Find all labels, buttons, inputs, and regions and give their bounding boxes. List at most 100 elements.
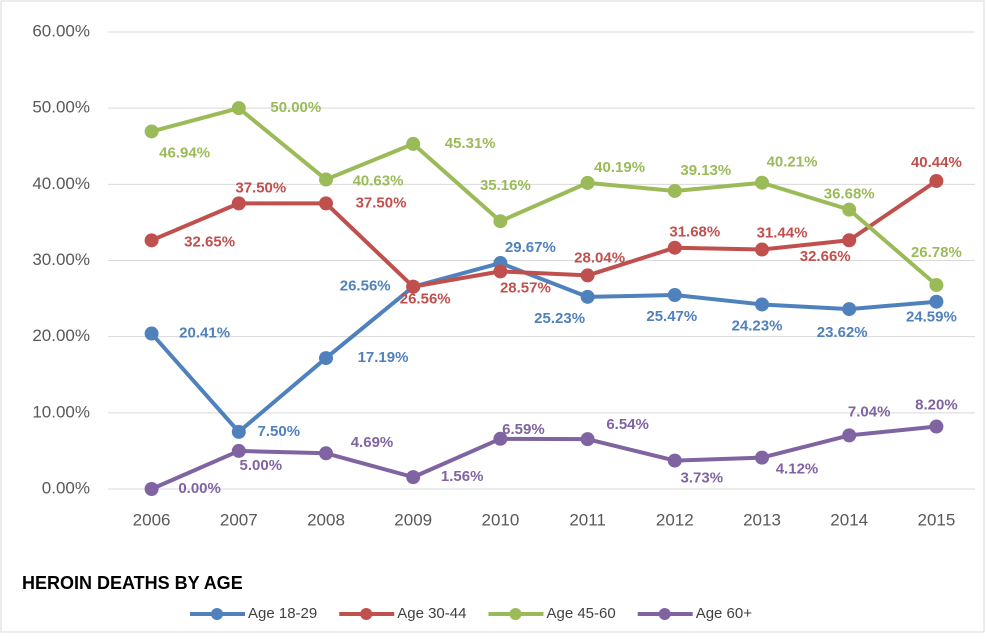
x-tick-label: 2006 [133,510,171,529]
data-label: 32.66% [800,248,851,265]
data-point [580,289,595,304]
data-point [755,175,769,190]
data-point [929,278,944,293]
data-point [842,428,857,443]
data-label: 28.57% [500,279,551,296]
x-tick-label: 2010 [481,510,519,529]
data-label: 7.50% [258,423,301,440]
data-label: 32.65% [184,233,235,250]
data-point [319,196,333,211]
legend-marker [509,608,522,620]
x-tick-label: 2012 [656,510,694,529]
data-point [580,432,595,447]
data-label: 40.21% [767,154,818,171]
series-line [150,179,938,289]
x-tick-label: 2007 [220,510,258,529]
chart-title: HEROIN DEATHS BY AGE [22,573,243,593]
data-label: 3.73% [681,470,724,487]
data-point [231,443,246,458]
data-point [406,136,421,151]
data-point [755,450,769,465]
data-label: 35.16% [480,177,531,194]
data-point [929,173,944,188]
data-label: 26.56% [400,291,451,308]
legend-marker [211,608,223,620]
data-label: 37.50% [235,179,286,196]
data-label: 40.19% [594,159,645,176]
data-label: 20.41% [179,325,230,342]
data-point [144,482,159,496]
x-tick-label: 2013 [743,510,781,529]
y-tick-label: 50.00% [32,98,90,117]
y-tick-label: 20.00% [32,326,90,345]
data-label: 50.00% [270,99,321,116]
legend-label: Age 30-44 [397,605,466,622]
y-tick-label: 30.00% [32,250,90,269]
data-label: 26.56% [340,278,391,295]
y-tick-label: 60.00% [32,21,90,40]
x-tick-label: 2009 [394,510,432,529]
x-tick-label: 2008 [307,510,345,529]
data-point [231,196,246,211]
data-point [319,172,333,187]
data-point [406,470,421,485]
data-point [667,183,682,198]
data-label: 25.23% [534,310,585,327]
data-label: 45.31% [445,135,496,152]
data-point [493,431,508,446]
data-point [493,264,508,279]
legend-label: Age 18-29 [248,605,317,622]
data-label: 36.68% [824,186,875,203]
data-label: 28.04% [574,249,625,266]
data-label: 31.44% [757,225,808,242]
y-tick-label: 40.00% [32,174,90,193]
series-line [150,424,937,491]
data-point [667,240,682,255]
data-label: 6.59% [502,421,545,438]
data-point [319,446,333,461]
x-tick-label: 2011 [569,510,606,529]
data-point [842,233,857,248]
data-label: 25.47% [646,308,697,325]
data-label: 8.20% [915,397,958,414]
data-label: 26.78% [911,244,962,261]
data-point [842,302,857,317]
data-label: 6.54% [606,416,649,433]
data-point [580,175,595,190]
data-label: 29.67% [505,239,556,256]
data-point [144,326,159,341]
data-label: 24.23% [732,317,783,334]
x-tick-label: 2015 [917,510,955,529]
data-point [144,233,159,248]
data-label: 4.12% [776,461,819,478]
data-point [231,101,246,116]
data-point [667,288,682,303]
data-point [144,124,159,139]
data-point [667,453,682,468]
data-point [580,268,595,283]
legend-marker [360,608,373,620]
data-label: 5.00% [240,457,283,474]
data-label: 17.19% [358,349,409,366]
legend-marker [658,608,671,620]
data-label: 39.13% [680,162,731,179]
data-label: 1.56% [441,468,484,485]
y-tick-label: 0.00% [42,478,90,497]
series-line [150,261,937,434]
data-point [493,214,508,229]
data-label: 40.63% [353,173,404,190]
data-point [231,424,246,439]
data-label: 31.68% [669,224,720,241]
data-label: 40.44% [911,154,962,171]
data-point [319,351,333,366]
data-point [755,297,769,312]
data-label: 37.50% [356,194,407,211]
legend-label: Age 45-60 [546,605,615,622]
legend-label: Age 60+ [696,605,753,622]
data-point [842,202,857,217]
data-label: 24.59% [906,309,957,326]
series-line [151,106,938,287]
data-point [755,242,769,257]
